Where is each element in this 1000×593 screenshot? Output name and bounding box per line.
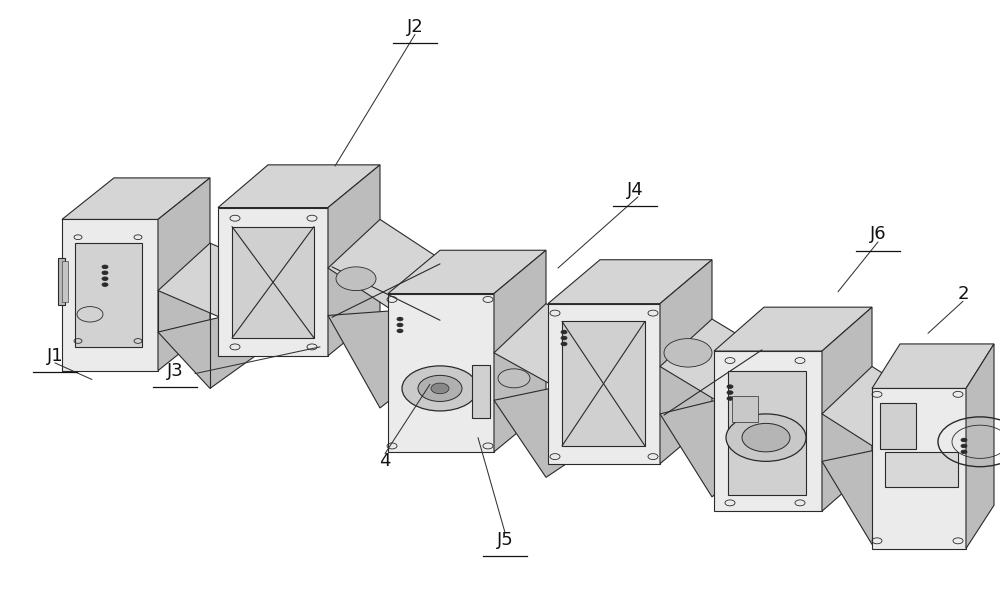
Text: 2: 2 [957,285,969,302]
Polygon shape [728,371,806,495]
Polygon shape [822,307,872,511]
Circle shape [664,339,712,367]
Text: J5: J5 [497,531,513,549]
Circle shape [418,375,462,401]
Circle shape [742,423,790,452]
Circle shape [727,385,733,388]
Circle shape [102,271,108,275]
Circle shape [397,329,403,333]
Circle shape [561,336,567,340]
Polygon shape [548,260,712,304]
Polygon shape [328,311,445,408]
Polygon shape [58,258,65,305]
Circle shape [726,414,806,461]
Polygon shape [494,304,608,387]
Circle shape [561,330,567,334]
Polygon shape [218,208,328,356]
Polygon shape [494,387,608,477]
Polygon shape [472,365,490,418]
Polygon shape [62,178,210,219]
Circle shape [402,366,478,411]
Circle shape [102,277,108,280]
Polygon shape [494,250,546,452]
Text: J6: J6 [870,225,886,243]
Polygon shape [62,261,68,302]
Polygon shape [660,400,768,497]
Polygon shape [660,319,768,400]
Text: J3: J3 [167,362,183,380]
Circle shape [961,444,967,448]
Polygon shape [562,321,645,446]
Circle shape [397,323,403,327]
Circle shape [498,369,530,388]
Polygon shape [232,227,314,338]
Polygon shape [822,449,928,544]
Polygon shape [62,219,158,371]
Polygon shape [158,178,210,371]
Text: J2: J2 [407,18,423,36]
Circle shape [961,450,967,454]
Circle shape [336,267,376,291]
Polygon shape [328,219,445,311]
Polygon shape [822,366,928,449]
Circle shape [727,391,733,394]
Polygon shape [328,165,380,356]
Polygon shape [732,396,758,422]
Polygon shape [714,307,872,351]
Polygon shape [388,294,494,452]
Polygon shape [885,452,958,487]
Text: J1: J1 [47,347,63,365]
Text: 4: 4 [379,452,391,470]
Polygon shape [872,344,994,388]
Circle shape [397,317,403,321]
Polygon shape [388,250,546,294]
Polygon shape [660,260,712,464]
Circle shape [561,342,567,346]
Polygon shape [158,317,272,388]
Polygon shape [966,344,994,549]
Circle shape [961,438,967,442]
Polygon shape [714,351,822,511]
Circle shape [431,383,449,394]
Text: J4: J4 [627,181,643,199]
Polygon shape [872,388,966,549]
Polygon shape [218,165,380,208]
Polygon shape [548,304,660,464]
Polygon shape [158,243,272,317]
Circle shape [102,265,108,269]
Circle shape [727,397,733,400]
Polygon shape [158,243,210,332]
Polygon shape [75,243,142,347]
Circle shape [102,283,108,286]
Polygon shape [880,403,916,449]
